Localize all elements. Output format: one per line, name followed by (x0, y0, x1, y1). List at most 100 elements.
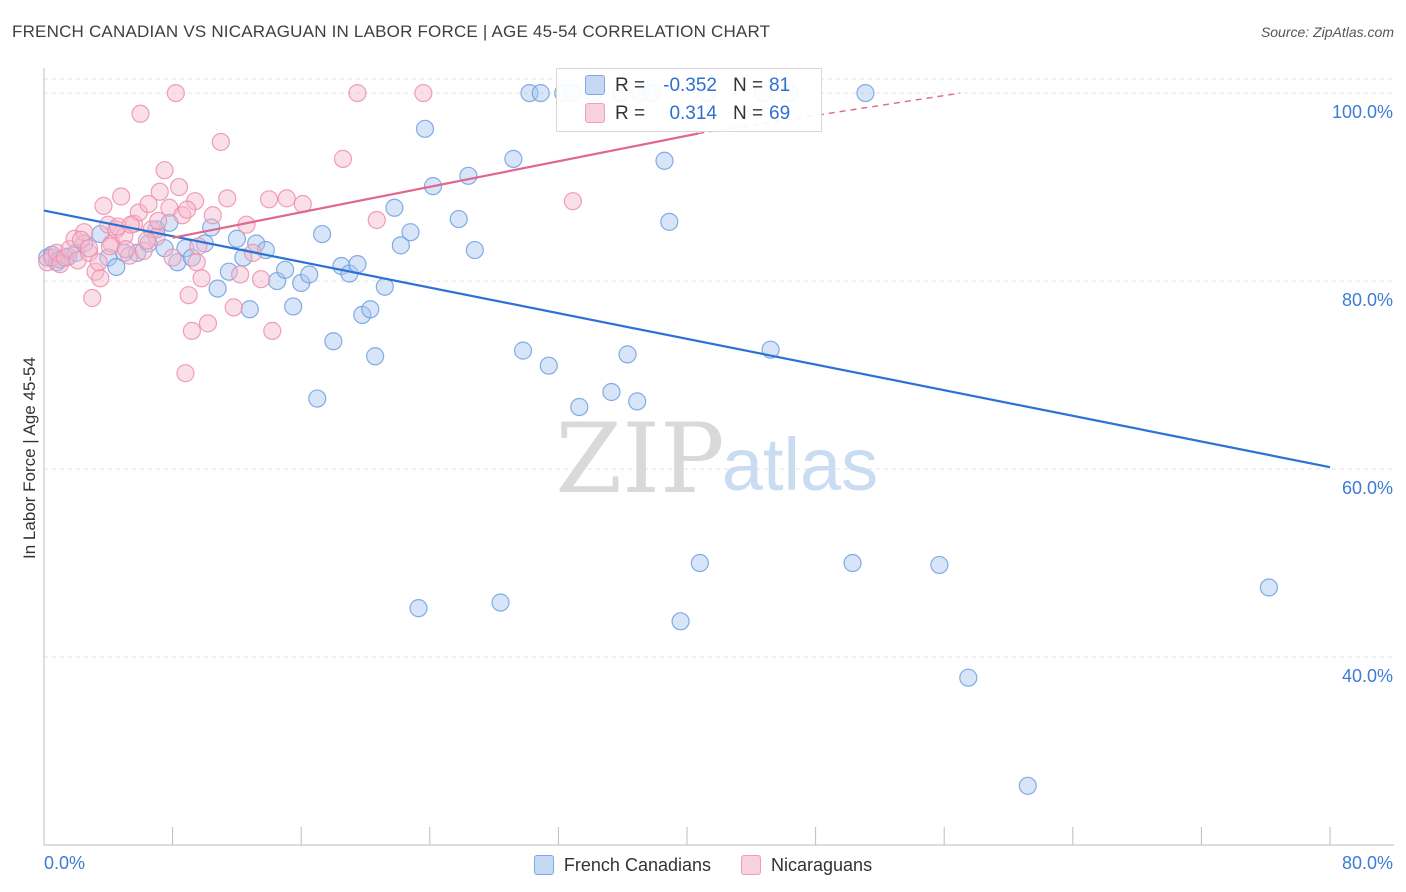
data-point (671, 612, 690, 631)
data-points (38, 83, 1279, 795)
x-tick-label: 0.0% (44, 853, 85, 873)
data-point (137, 231, 156, 250)
data-point (690, 553, 709, 573)
data-point (459, 166, 478, 185)
data-point (211, 132, 230, 152)
data-point (100, 237, 120, 256)
data-point (79, 239, 99, 258)
data-point (177, 200, 197, 219)
legend-item-nicaraguans[interactable]: Nicaraguans (741, 855, 872, 876)
legend-swatch-blue (533, 855, 554, 875)
data-point (348, 83, 367, 103)
data-point (107, 257, 126, 277)
data-point (513, 341, 533, 360)
data-point (367, 210, 386, 230)
data-point (224, 298, 243, 317)
data-point (176, 364, 195, 383)
stats-n-label: N = (733, 75, 764, 96)
data-point (219, 262, 238, 281)
y-tick-label: 40.0% (1342, 666, 1393, 686)
data-point (531, 83, 550, 103)
data-point (65, 229, 84, 248)
watermark-zip: ZIP (555, 403, 724, 515)
data-point (187, 253, 206, 272)
data-point (277, 189, 296, 208)
data-point (179, 286, 198, 305)
data-point (563, 192, 582, 211)
data-point (539, 356, 558, 375)
source-credit: Source: ZipAtlas.com (1260, 24, 1394, 40)
data-point (1018, 776, 1037, 795)
data-point (655, 151, 674, 170)
stats-n-label: N = (733, 103, 764, 124)
data-point (308, 389, 327, 408)
data-point (415, 119, 435, 138)
data-point (182, 321, 201, 340)
series-nicaraguans (38, 83, 582, 383)
data-point (150, 182, 169, 201)
gridlines (44, 78, 1394, 658)
data-point (348, 255, 367, 274)
data-point (139, 194, 158, 214)
data-point (169, 177, 189, 197)
y-axis-title: In Labor Force | Age 45-54 (20, 357, 39, 559)
data-point (385, 198, 404, 217)
data-point (570, 397, 589, 417)
legend-item-french-canadians[interactable]: French Canadians (533, 854, 712, 876)
data-point (324, 332, 343, 351)
data-point (259, 190, 279, 209)
data-point (465, 240, 484, 260)
data-point (276, 260, 295, 279)
data-point (1259, 578, 1279, 597)
stats-r-value: 0.314 (669, 103, 717, 124)
legend-label: French Canadians (563, 854, 712, 875)
data-point (312, 224, 332, 244)
data-point (251, 270, 271, 289)
data-point (155, 161, 174, 180)
data-point (856, 83, 875, 103)
x-tick-label: 80.0% (1342, 853, 1393, 873)
watermark-atlas: atlas (722, 423, 878, 506)
watermark: ZIP atlas (555, 403, 878, 515)
data-point (401, 223, 420, 242)
data-point (91, 269, 110, 288)
data-point (843, 553, 862, 573)
stats-n-value: 81 (769, 75, 791, 96)
data-point (361, 300, 380, 319)
data-point (121, 215, 140, 234)
data-point (660, 212, 679, 231)
chart-legend: French Canadians Nicaraguans (0, 850, 1406, 880)
data-point (491, 593, 510, 612)
y-tick-label: 80.0% (1342, 290, 1393, 310)
data-point (504, 149, 523, 168)
stats-row-french-canadians: R = -0.352 N = 81 (557, 71, 821, 101)
data-point (409, 599, 428, 618)
stats-swatch-pink (585, 103, 605, 123)
data-point (83, 288, 102, 308)
data-point (366, 347, 385, 366)
data-point (959, 668, 978, 687)
data-point (284, 297, 303, 316)
legend-label: Nicaraguans (771, 854, 873, 875)
chart-title: FRENCH CANADIAN VS NICARAGUAN IN LABOR F… (12, 22, 771, 41)
data-point (300, 265, 319, 284)
legend-swatch-pink (741, 855, 762, 875)
data-point (208, 279, 227, 298)
data-point (203, 206, 222, 225)
data-point (134, 241, 153, 261)
data-point (602, 382, 621, 402)
data-point (231, 265, 250, 284)
data-point (116, 240, 136, 259)
data-point (112, 187, 131, 206)
stats-swatch-blue (585, 75, 605, 95)
data-point (149, 211, 168, 231)
data-point (240, 300, 259, 319)
axis-labels: 40.0% 60.0% 80.0% 100.0% 0.0% 80.0% In Labor F… (20, 102, 1393, 873)
data-point (166, 83, 185, 103)
data-point (79, 243, 99, 262)
axes (43, 68, 1394, 846)
data-point (391, 236, 410, 255)
data-point (449, 209, 468, 229)
y-tick-label: 60.0% (1342, 478, 1393, 498)
